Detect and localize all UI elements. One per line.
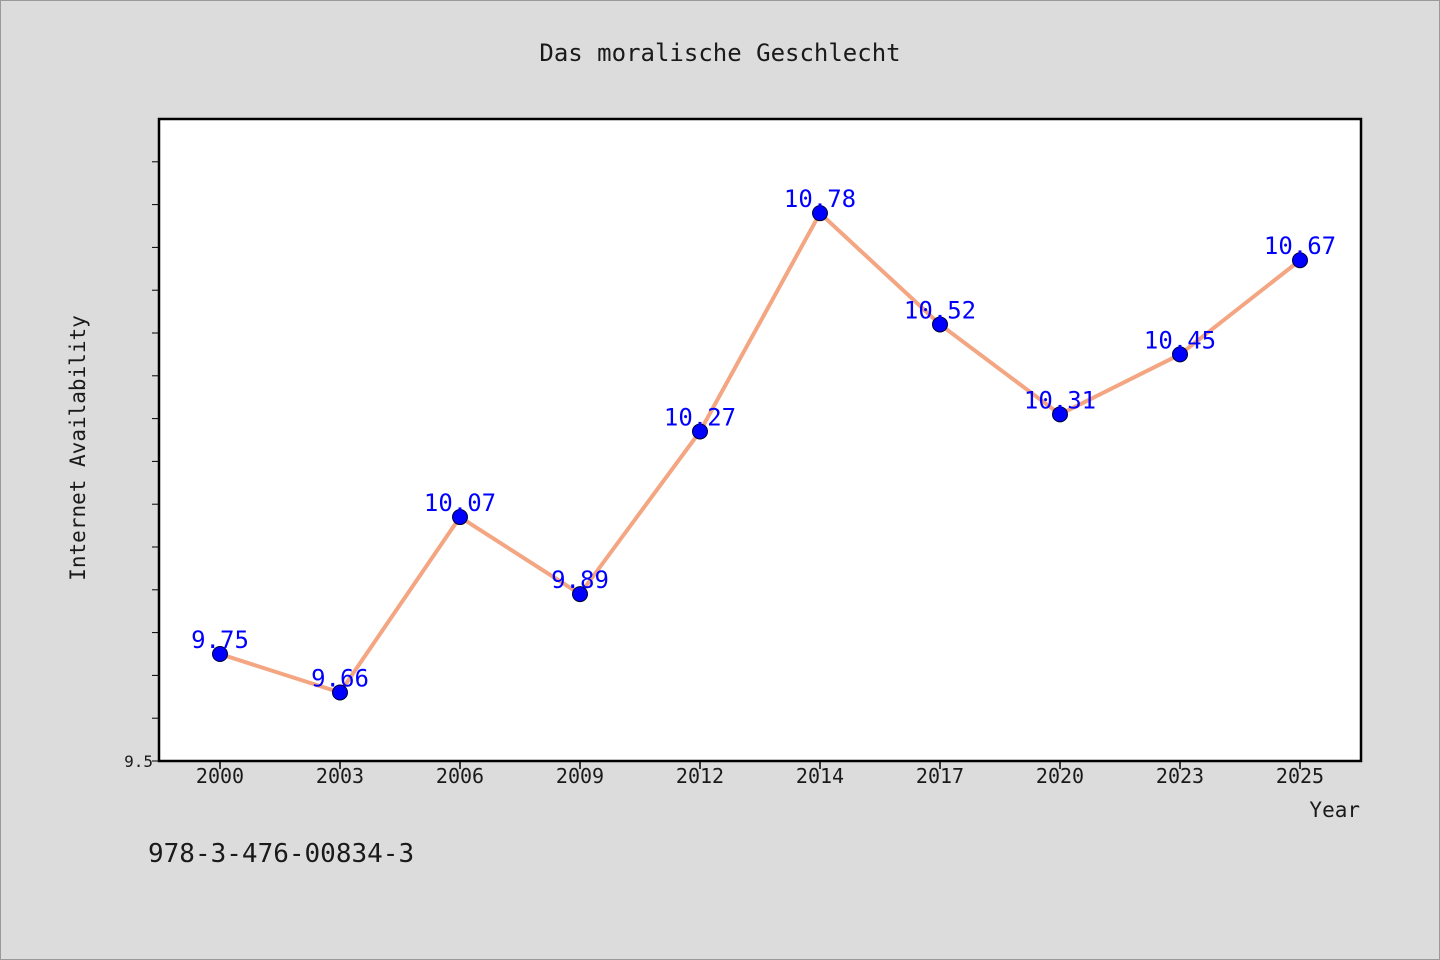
data-point [812,205,828,222]
data-markers [212,205,1308,701]
x-tick-label: 2014 [796,764,844,788]
x-tick-label: 2000 [196,764,244,788]
data-label: 10.78 [784,185,856,213]
x-tick-label: 2025 [1276,764,1324,788]
chart-title: Das moralische Geschlecht [539,39,900,67]
data-label: 9.66 [311,665,369,693]
x-axis-tick-labels: 2000 2003 2006 2009 2012 2014 2017 2020 2023 2025 [196,764,1324,788]
x-tick-label: 2023 [1156,764,1204,788]
y-axis-ticks [152,161,159,762]
x-tick-label: 2017 [916,764,964,788]
x-tick-label: 2003 [316,764,364,788]
data-label: 10.07 [424,489,496,517]
data-point [932,316,948,333]
x-tick-label: 2020 [1036,764,1084,788]
data-labels: 9.75 9.66 10.07 9.89 10.27 10.78 10.52 10.31 10.… [191,185,1336,692]
data-label: 10.52 [904,296,976,324]
y-axis-label: Internet Availability [66,315,90,581]
data-point [1292,252,1308,269]
data-label: 10.31 [1024,386,1096,414]
x-tick-label: 2006 [436,764,484,788]
data-label: 10.27 [664,403,736,431]
series-line [219,211,1302,695]
data-point [572,586,588,603]
data-point [332,684,348,701]
x-axis-ticks [219,761,1301,769]
plot-area [157,117,1363,763]
data-point [452,509,468,526]
data-point [212,646,228,662]
data-point [1052,406,1068,423]
data-label: 10.45 [1144,326,1216,354]
data-label: 9.75 [191,626,249,654]
data-point [692,423,708,440]
data-point [1172,346,1188,363]
data-label: 9.89 [551,566,609,594]
x-tick-label: 2012 [676,764,724,788]
isbn-footer: 978-3-476-00834-3 [148,839,414,869]
x-axis-label: Year [1309,798,1360,822]
data-label: 10.67 [1264,232,1336,260]
y-tick-label-min: 9.5 [124,752,153,771]
x-tick-label: 2009 [556,764,604,788]
